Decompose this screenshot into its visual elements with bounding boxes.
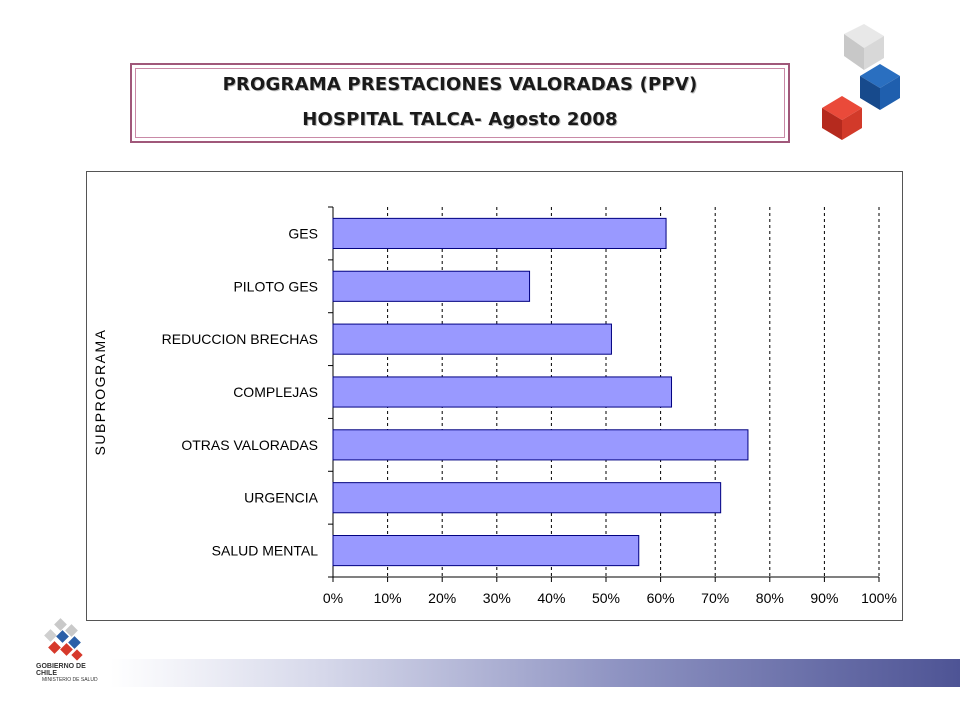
- x-tick-label: 60%: [647, 590, 675, 606]
- x-tick-label: 20%: [428, 590, 456, 606]
- ministry-name: MINISTERIO DE SALUD: [42, 677, 98, 683]
- category-label: REDUCCION BRECHAS: [162, 331, 318, 347]
- axis-layer: [328, 206, 880, 582]
- bar: [332, 482, 722, 514]
- category-label: OTRAS VALORADAS: [181, 437, 318, 453]
- cubes-logo-icon: [822, 24, 900, 140]
- bar-chart: 0% 10% 20% 30% 40% 50% 60% 70% 80% 90% 100% GES PILO…: [92, 206, 897, 606]
- x-tick-label: 70%: [701, 590, 729, 606]
- bar: [332, 270, 531, 302]
- category-label: PILOTO GES: [233, 278, 318, 294]
- category-label: URGENCIA: [244, 490, 319, 506]
- label-layer: 0% 10% 20% 30% 40% 50% 60% 70% 80% 90% 100% GES PILO…: [162, 225, 897, 606]
- x-tick-label: 40%: [537, 590, 565, 606]
- government-wordmark: GOBIERNO DE CHILE MINISTERIO DE SALUD: [36, 663, 106, 683]
- bar: [332, 217, 667, 249]
- x-tick-label: 0%: [323, 590, 343, 606]
- category-label: COMPLEJAS: [233, 384, 318, 400]
- x-tick-label: 10%: [374, 590, 402, 606]
- x-tick-label: 80%: [756, 590, 784, 606]
- footer-gradient-band: [110, 659, 960, 687]
- grid-layer: [387, 207, 880, 577]
- title-box-inner-border: [135, 68, 785, 138]
- government-logo-icon: [44, 618, 83, 661]
- y-axis-label: SUBPROGRAMA: [92, 329, 108, 456]
- bar: [332, 323, 612, 355]
- bar: [332, 429, 749, 461]
- bar: [332, 376, 673, 408]
- org-name: GOBIERNO DE CHILE: [36, 663, 86, 677]
- category-label: SALUD MENTAL: [212, 543, 319, 559]
- bar-layer: [332, 217, 749, 567]
- x-tick-label: 30%: [483, 590, 511, 606]
- title-box: PROGRAMA PRESTACIONES VALORADAS (PPV) HO…: [130, 63, 790, 143]
- x-tick-label: 90%: [810, 590, 838, 606]
- category-label: GES: [288, 225, 318, 241]
- chart-frame: 0% 10% 20% 30% 40% 50% 60% 70% 80% 90% 100% GES PILO…: [86, 171, 903, 621]
- x-tick-label: 50%: [592, 590, 620, 606]
- bar: [332, 535, 640, 567]
- title-line-2: HOSPITAL TALCA- Agosto 2008: [302, 109, 618, 130]
- title-line-1: PROGRAMA PRESTACIONES VALORADAS (PPV): [222, 74, 698, 95]
- x-tick-label: 100%: [861, 590, 897, 606]
